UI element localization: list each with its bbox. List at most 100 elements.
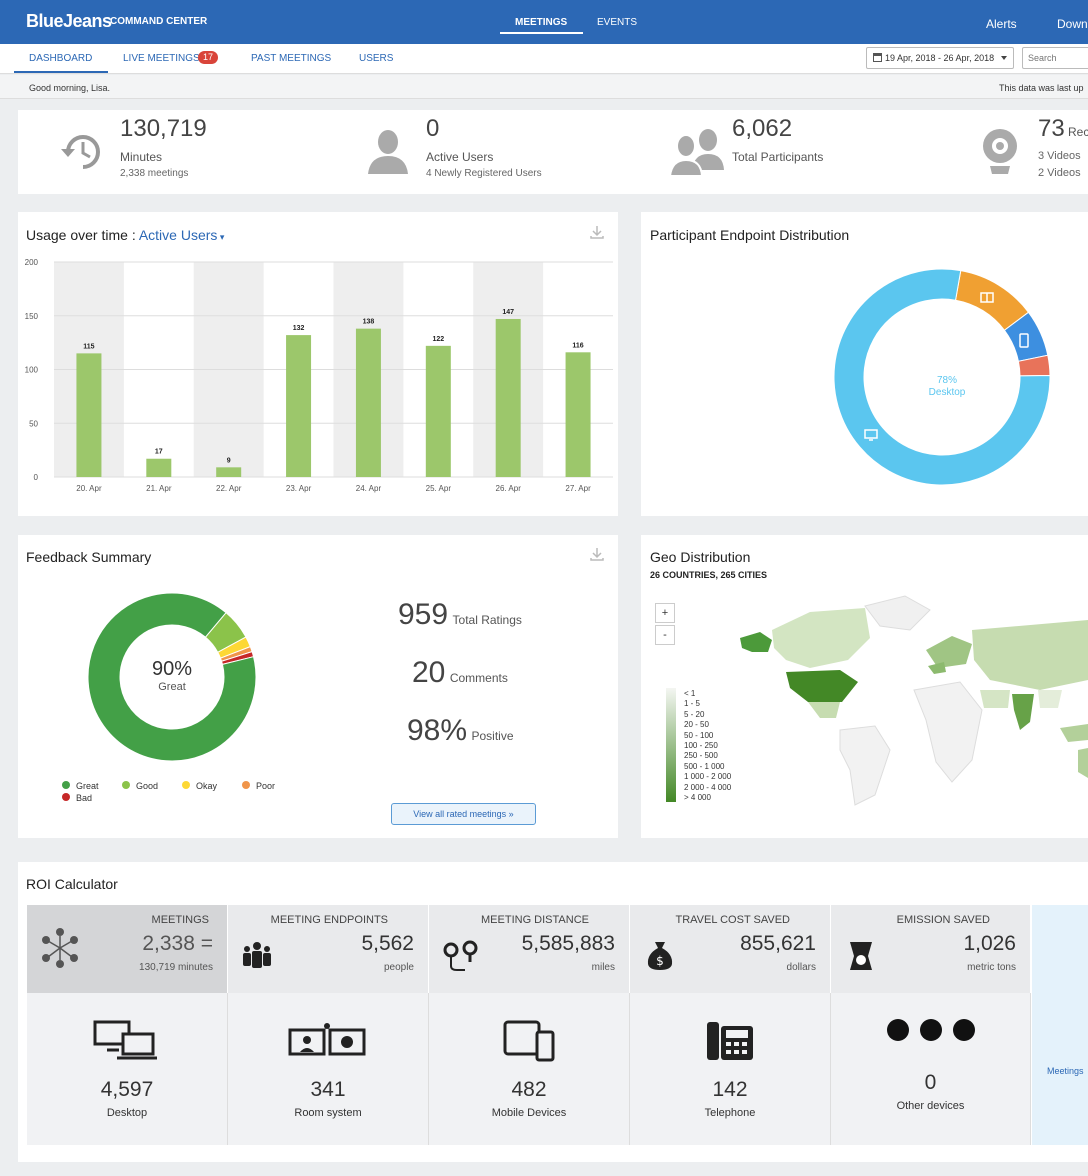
bar[interactable] bbox=[355, 328, 381, 477]
roi-top-head: MEETING DISTANCE bbox=[481, 914, 589, 926]
recordings-sub2: 2 Videos bbox=[1038, 167, 1081, 179]
endpoint-title: Participant Endpoint Distribution bbox=[650, 227, 850, 243]
x-tick-label: 23. Apr bbox=[286, 484, 312, 493]
tab-users[interactable]: USERS bbox=[359, 53, 394, 64]
x-tick-label: 22. Apr bbox=[216, 484, 242, 493]
y-tick-label: 0 bbox=[34, 473, 39, 482]
legend-item-bad[interactable]: Bad bbox=[62, 793, 92, 803]
minutes-sub: 2,338 meetings bbox=[120, 168, 189, 179]
active-users-value: 0 bbox=[426, 115, 440, 142]
webcam-icon bbox=[983, 129, 1017, 174]
bar[interactable] bbox=[495, 318, 521, 477]
product-name: COMMAND CENTER bbox=[110, 16, 208, 27]
top-bar bbox=[0, 0, 1088, 44]
recordings-sub1: 3 Videos bbox=[1038, 150, 1081, 162]
view-rated-meetings-button[interactable]: View all rated meetings » bbox=[391, 803, 536, 825]
positive-label: Positive bbox=[471, 729, 514, 743]
roi-bottom-cell: 341 Room system bbox=[228, 993, 429, 1145]
roi-top-head: MEETING ENDPOINTS bbox=[270, 914, 388, 926]
roi-top-cell: MEETING DISTANCE 5,585,883 miles bbox=[429, 905, 630, 993]
data-updated-note: This data was last up bbox=[999, 83, 1084, 93]
slice-great[interactable] bbox=[87, 592, 257, 762]
nav-events[interactable]: EVENTS bbox=[597, 17, 638, 28]
geo-title: Geo Distribution bbox=[650, 549, 751, 565]
more-devices-icon bbox=[887, 1019, 975, 1041]
geo-legend-item: 20 - 50 bbox=[684, 720, 709, 730]
roi-top-head: TRAVEL COST SAVED bbox=[675, 914, 790, 926]
bar[interactable] bbox=[286, 335, 312, 477]
history-icon bbox=[61, 135, 100, 169]
roi-bottom-value: 0 bbox=[924, 1071, 937, 1094]
bar-value-label: 9 bbox=[227, 457, 231, 464]
nav-download[interactable]: Down bbox=[1057, 17, 1088, 31]
roi-top-value: 1,026 bbox=[963, 932, 1016, 955]
bar[interactable] bbox=[76, 353, 102, 477]
bar-value-label: 17 bbox=[155, 449, 163, 456]
tab-active-indicator bbox=[14, 71, 108, 73]
roi-bottom-value: 142 bbox=[712, 1078, 748, 1101]
nav-alerts[interactable]: Alerts bbox=[986, 17, 1017, 31]
usage-bar-chart: 0 50 100 150 200 115 20. Apr 17 21. Apr 9 22. Apr 1… bbox=[25, 258, 613, 493]
usage-metric-dropdown[interactable]: Active Users bbox=[138, 227, 218, 243]
stats-panel bbox=[18, 110, 1088, 194]
x-tick-label: 21. Apr bbox=[146, 484, 172, 493]
tab-dashboard[interactable]: DASHBOARD bbox=[29, 53, 93, 64]
slice-desktop[interactable] bbox=[833, 268, 1051, 486]
roi-bottom-label: Room system bbox=[294, 1107, 362, 1119]
geo-legend-item: 2 000 - 4 000 bbox=[684, 782, 732, 792]
legend-item-great[interactable]: Great bbox=[62, 781, 99, 791]
bar[interactable] bbox=[425, 345, 451, 477]
telephone-icon bbox=[707, 1022, 753, 1060]
date-range-text: 19 Apr, 2018 - 26 Apr, 2018 bbox=[885, 53, 995, 63]
roi-grid: MEETINGS 2,338 = 130,719 minutes 4,597 De… bbox=[27, 905, 1031, 1145]
feedback-center-pct: 90% bbox=[151, 658, 193, 680]
recordings-value: 73 bbox=[1038, 115, 1065, 142]
bar[interactable] bbox=[565, 352, 591, 477]
roi-bottom-label: Telephone bbox=[704, 1107, 756, 1119]
network-people-icon bbox=[42, 928, 78, 968]
comments-value: 20 bbox=[412, 656, 446, 689]
world-map[interactable] bbox=[690, 590, 1088, 820]
bar-value-label: 132 bbox=[293, 325, 305, 332]
feedback-center-label: Great bbox=[158, 681, 186, 693]
room-system-icon bbox=[288, 1023, 366, 1056]
bar-value-label: 138 bbox=[363, 319, 375, 326]
nav-meetings[interactable]: MEETINGS bbox=[515, 17, 568, 28]
usage-title: Usage over time : Active Users ▾ bbox=[26, 227, 225, 243]
endpoint-center-label: Desktop bbox=[928, 387, 966, 398]
feedback-center: 90% Great bbox=[132, 658, 212, 693]
route-pin-icon bbox=[443, 940, 478, 971]
search-input[interactable] bbox=[1022, 47, 1088, 69]
roi-side-label: Meetings bbox=[1047, 1066, 1084, 1076]
geo-legend-bar bbox=[666, 688, 676, 802]
legend-label: Good bbox=[136, 781, 159, 791]
minutes-value: 130,719 bbox=[120, 115, 207, 142]
zoom-out-button[interactable]: - bbox=[655, 625, 675, 645]
download-icon[interactable] bbox=[589, 224, 605, 240]
tab-past-meetings[interactable]: PAST MEETINGS bbox=[251, 53, 332, 64]
bar[interactable] bbox=[146, 458, 172, 477]
legend-item-poor[interactable]: Poor bbox=[242, 781, 275, 791]
date-range-picker[interactable]: 19 Apr, 2018 - 26 Apr, 2018 bbox=[866, 47, 1014, 69]
roi-top-unit: miles bbox=[591, 962, 615, 973]
brand-logo[interactable]: BlueJeans bbox=[26, 11, 112, 31]
emission-plant-icon bbox=[850, 942, 872, 970]
tab-live-meetings[interactable]: LIVE MEETINGS bbox=[123, 53, 200, 64]
zoom-in-button[interactable]: + bbox=[655, 603, 675, 623]
legend-label: Poor bbox=[256, 781, 276, 791]
bar[interactable] bbox=[216, 467, 242, 477]
ratings-stat: 959 Total Ratings bbox=[398, 598, 522, 632]
legend-item-okay[interactable]: Okay bbox=[182, 781, 217, 791]
minutes-label: Minutes bbox=[120, 150, 163, 164]
roi-bottom-value: 4,597 bbox=[100, 1078, 154, 1101]
legend-item-good[interactable]: Good bbox=[122, 781, 158, 791]
user-icon bbox=[368, 130, 408, 174]
bar-value-label: 147 bbox=[502, 309, 514, 316]
geo-legend-item: > 4 000 bbox=[684, 793, 711, 803]
feedback-download-icon[interactable] bbox=[589, 546, 605, 562]
usage-title-text: Usage over time : bbox=[26, 227, 139, 243]
x-tick-label: 27. Apr bbox=[565, 484, 591, 493]
roi-top-unit: dollars bbox=[786, 962, 816, 973]
endpoint-center-pct: 78% bbox=[936, 375, 957, 386]
